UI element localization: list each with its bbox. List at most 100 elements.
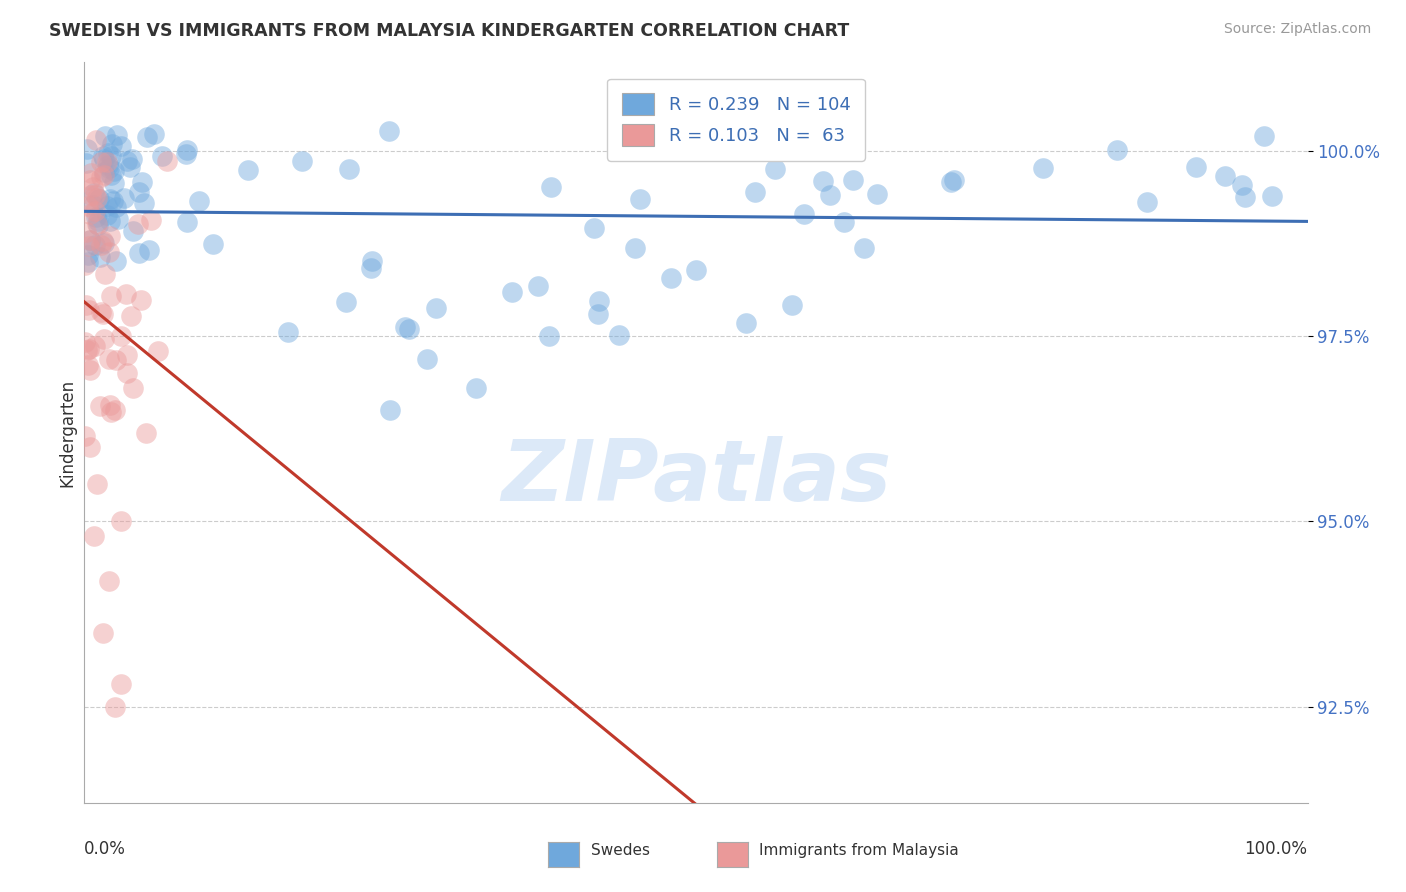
Point	[94, 267, 117, 281]
Point	[97, 351, 120, 366]
Point	[335, 295, 357, 310]
Text: ZIPatlas: ZIPatlas	[501, 435, 891, 518]
Point	[117, 153, 139, 168]
Point	[94, 129, 117, 144]
Point	[866, 186, 889, 201]
Point	[101, 137, 124, 152]
Point	[128, 186, 150, 200]
Point	[1105, 144, 1128, 158]
Text: SWEDISH VS IMMIGRANTS FROM MALAYSIA KINDERGARTEN CORRELATION CHART: SWEDISH VS IMMIGRANTS FROM MALAYSIA KIND…	[49, 22, 849, 40]
Point	[291, 154, 314, 169]
Point	[98, 161, 121, 175]
Point	[115, 367, 138, 381]
Text: 100.0%: 100.0%	[1244, 840, 1308, 858]
Point	[823, 136, 845, 150]
Point	[1032, 161, 1054, 175]
Point	[105, 254, 128, 268]
Point	[83, 187, 105, 202]
Point	[628, 192, 651, 206]
Point	[90, 154, 112, 169]
Point	[120, 160, 142, 174]
Text: Source: ZipAtlas.com: Source: ZipAtlas.com	[1223, 22, 1371, 37]
Point	[76, 255, 98, 269]
Point	[86, 191, 108, 205]
Legend: R = 0.239   N = 104, R = 0.103   N =  63: R = 0.239 N = 104, R = 0.103 N = 63	[607, 78, 865, 161]
Point	[425, 301, 447, 316]
Point	[75, 298, 97, 312]
Point	[93, 165, 115, 179]
Point	[188, 194, 211, 208]
Point	[79, 363, 101, 377]
Point	[538, 329, 561, 343]
Point	[75, 258, 97, 272]
Point	[75, 429, 97, 443]
Point	[100, 149, 122, 163]
Point	[87, 214, 110, 228]
Point	[139, 213, 162, 227]
Point	[98, 228, 121, 243]
Point	[115, 348, 138, 362]
Point	[685, 262, 707, 277]
Point	[84, 339, 107, 353]
Point	[77, 342, 100, 356]
Point	[122, 224, 145, 238]
Point	[91, 149, 114, 163]
Point	[104, 352, 127, 367]
Point	[624, 241, 647, 255]
Point	[75, 225, 97, 239]
Point	[84, 133, 107, 147]
Point	[91, 625, 114, 640]
Y-axis label: Kindergarten: Kindergarten	[58, 378, 76, 487]
Point	[813, 174, 835, 188]
Point	[114, 286, 136, 301]
Point	[377, 123, 399, 137]
Point	[122, 381, 145, 395]
Point	[93, 169, 115, 183]
Point	[87, 219, 110, 233]
Point	[176, 215, 198, 229]
Point	[127, 218, 149, 232]
Point	[176, 143, 198, 157]
Point	[527, 279, 550, 293]
Point	[84, 204, 107, 219]
Point	[80, 187, 103, 202]
Text: 0.0%: 0.0%	[84, 840, 127, 858]
Point	[146, 344, 169, 359]
Point	[941, 175, 963, 189]
Point	[818, 187, 841, 202]
Point	[360, 260, 382, 275]
Point	[100, 168, 122, 182]
Point	[110, 138, 132, 153]
Point	[813, 134, 835, 148]
Point	[98, 398, 121, 412]
Point	[780, 298, 803, 312]
Point	[79, 207, 101, 221]
Point	[103, 164, 125, 178]
Point	[174, 147, 197, 161]
Point	[763, 161, 786, 176]
Point	[1230, 178, 1253, 192]
Point	[360, 254, 382, 268]
Point	[77, 358, 100, 372]
Point	[744, 185, 766, 199]
Point	[832, 215, 855, 229]
Point	[82, 180, 104, 194]
Point	[131, 175, 153, 189]
Point	[103, 177, 125, 191]
Point	[93, 152, 115, 166]
Point	[150, 149, 173, 163]
Point	[609, 327, 631, 342]
Point	[89, 399, 111, 413]
Point	[135, 425, 157, 440]
Point	[97, 145, 120, 160]
Point	[131, 293, 153, 307]
Point	[98, 214, 121, 228]
Point	[93, 332, 115, 346]
Point	[120, 309, 142, 323]
Point	[82, 198, 104, 212]
Point	[236, 162, 259, 177]
Point	[540, 180, 562, 194]
Point	[1184, 160, 1206, 174]
Point	[107, 212, 129, 227]
Point	[90, 305, 112, 319]
